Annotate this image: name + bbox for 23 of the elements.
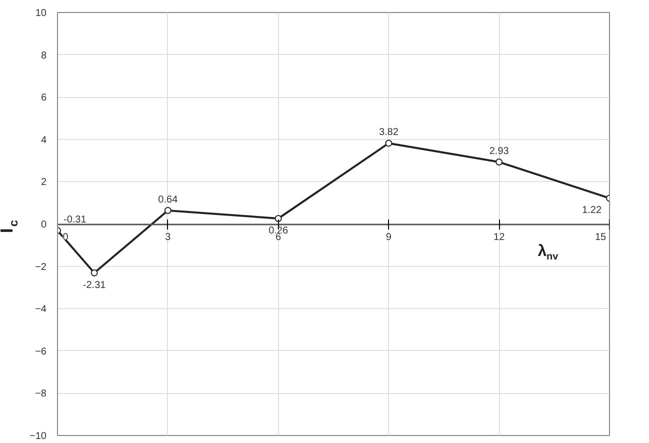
- y-tick-label: −10: [30, 431, 47, 442]
- x-tick-label: 0: [62, 232, 69, 243]
- data-label: 0.64: [158, 194, 178, 206]
- y-tick-label: 10: [35, 8, 47, 19]
- x-tick-label: 15: [594, 232, 606, 243]
- y-tick-label: 6: [40, 92, 47, 104]
- data-label: 3.82: [378, 127, 399, 138]
- y-tick-label: 4: [40, 134, 47, 146]
- y-tick-label: −4: [35, 304, 47, 316]
- y-tick-label: −2: [35, 262, 47, 273]
- data-label: -2.31: [82, 280, 106, 291]
- data-label: 1.22: [582, 205, 602, 216]
- x-tick-label: 3: [165, 232, 172, 243]
- y-tick-label: 0: [40, 220, 47, 230]
- data-label: 2.93: [489, 146, 510, 158]
- x-tick-label: 6: [276, 232, 282, 243]
- y-tick-label: 8: [40, 50, 47, 62]
- y-tick-label: −8: [35, 388, 47, 400]
- data-label: -0.31: [64, 214, 87, 226]
- y-tick-label: 2: [40, 177, 47, 188]
- x-tick-label: 9: [386, 232, 392, 243]
- x-tick-label: 12: [494, 232, 506, 243]
- y-tick-label: −6: [35, 346, 47, 358]
